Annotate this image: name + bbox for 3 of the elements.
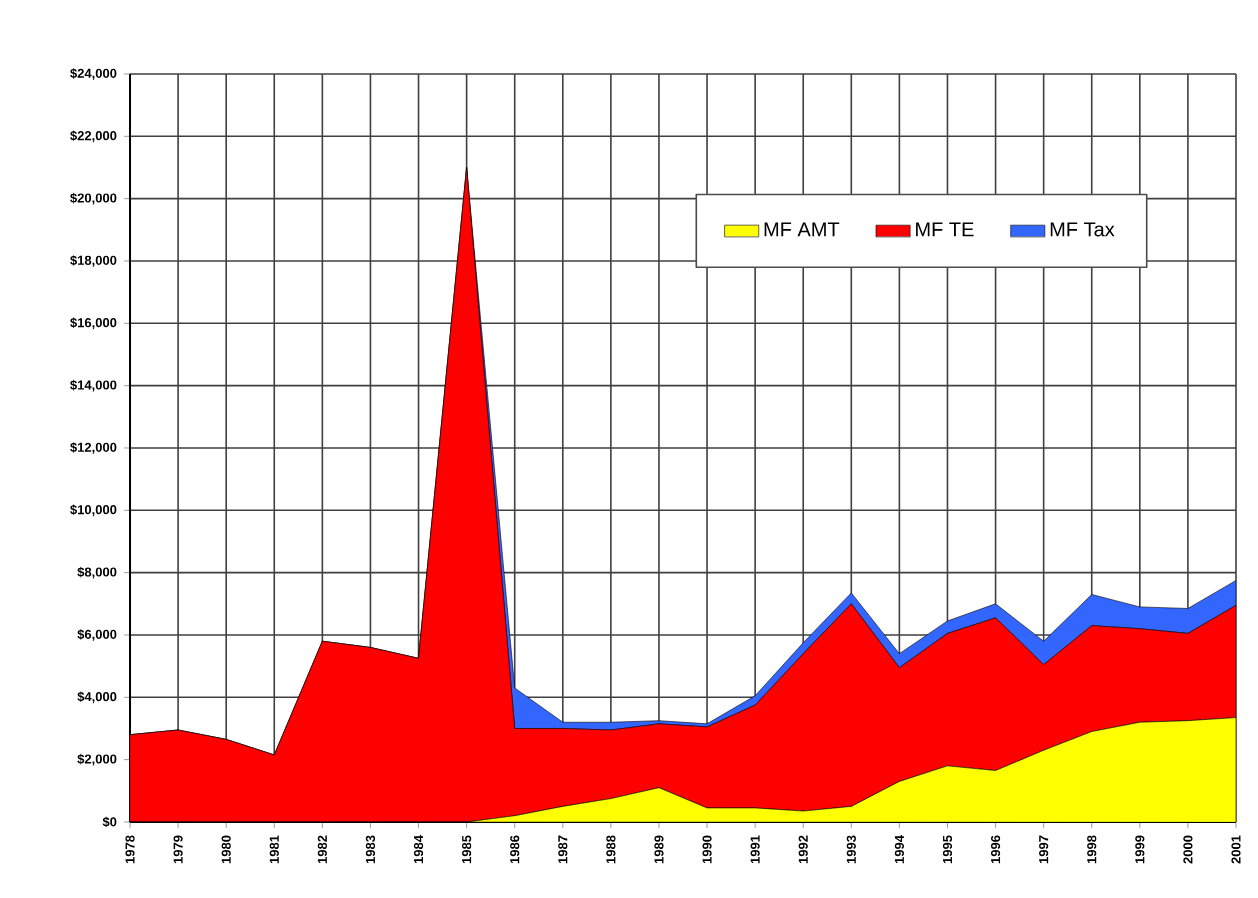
legend-label: MF AMT xyxy=(764,222,840,237)
legend-label: MF TE xyxy=(916,222,974,237)
legend-label: MF Tax xyxy=(1050,222,1115,237)
